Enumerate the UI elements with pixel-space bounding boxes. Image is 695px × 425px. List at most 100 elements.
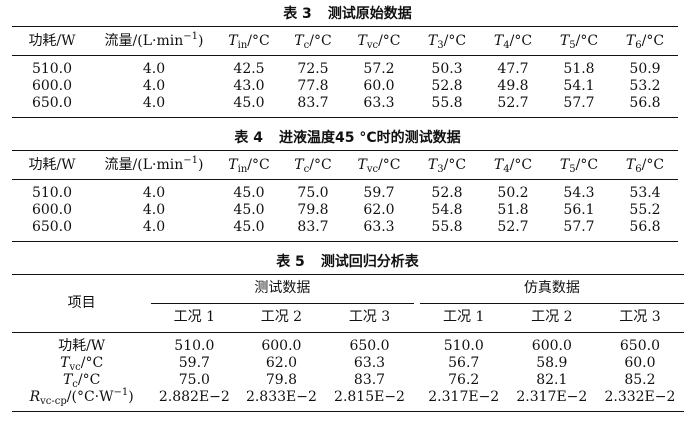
table-cell: 600.0 [531, 337, 572, 354]
header-tin: Tin/°C [228, 32, 270, 51]
header-flow: 流量/(L·min−1) [104, 154, 204, 173]
table-cell: 77.8 [297, 78, 329, 94]
header-tc: Tc/°C [294, 156, 332, 175]
table5: 项目 测试数据 仿真数据 工况 1 工况 2 工况 3 工况 1 工况 2 工况… [12, 274, 684, 412]
table-cell: 83.7 [353, 371, 386, 388]
table-cell: 52.7 [497, 219, 529, 235]
table4-caption-number: 表 4 [234, 130, 263, 146]
table-row: 510.0 4.0 45.0 75.0 59.7 52.8 50.2 54.3 … [12, 180, 678, 203]
table-cell: 650.0 [31, 95, 73, 111]
table5-caption-text: 测试回归分析表 [320, 254, 419, 270]
header-condition: 工况 3 [348, 309, 391, 325]
table-row: Rvc-cp/(°C·W−1) 2.882E−2 2.833E−2 2.815E… [12, 386, 684, 411]
table-cell: 62.0 [265, 354, 297, 371]
table-cell: 56.7 [448, 354, 480, 371]
table-cell: 2.317E−2 [516, 388, 588, 405]
table4-caption-text: 进液温度45 °C时的测试数据 [278, 130, 461, 146]
table3: 功耗/W 流量/(L·min−1) Tin/°C Tc/°C Tvc/°C T3… [12, 26, 678, 118]
table-cell: 52.8 [431, 185, 463, 201]
table-cell: 4.0 [142, 61, 166, 77]
header-t4: T4/°C [493, 32, 533, 51]
table-cell: 2.317E−2 [428, 388, 500, 405]
table-cell: 4.0 [142, 202, 166, 218]
header-tin: Tin/°C [228, 156, 270, 175]
table-cell: 4.0 [142, 95, 166, 111]
table-cell: 76.2 [448, 371, 480, 388]
header-condition: 工况 1 [443, 309, 485, 325]
table-cell: 42.5 [233, 61, 265, 77]
table-cell: 75.0 [297, 185, 329, 201]
table3-caption-number: 表 3 [283, 6, 312, 22]
table-cell: 59.7 [363, 185, 395, 201]
table-cell: 83.7 [297, 95, 329, 111]
table-cell: 82.1 [536, 371, 568, 388]
table-cell: 650.0 [619, 337, 660, 354]
table-cell: 54.8 [431, 202, 463, 218]
table-cell: 57.2 [363, 61, 395, 77]
table-cell: 4.0 [142, 219, 166, 235]
table4-caption: 表 4 进液温度45 °C时的测试数据 [0, 130, 695, 146]
header-group-test: 测试数据 [151, 274, 414, 304]
table-cell: 58.9 [536, 354, 568, 371]
table-row: Tc/°C 75.0 79.8 83.7 76.2 82.1 85.2 [12, 371, 684, 390]
header-t5: T5/°C [559, 32, 599, 51]
table4-header-row: 功耗/W 流量/(L·min−1) Tin/°C Tc/°C Tvc/°C T3… [12, 150, 678, 180]
header-flow: 流量/(L·min−1) [104, 30, 204, 49]
header-condition: 工况 2 [260, 309, 303, 325]
table-cell: 600.0 [261, 337, 302, 354]
row-label-r: Rvc-cp/(°C·W−1) [29, 386, 134, 407]
table-cell: 50.9 [629, 61, 661, 77]
table-cell: 510.0 [443, 337, 484, 354]
table4: 功耗/W 流量/(L·min−1) Tin/°C Tc/°C Tvc/°C T3… [12, 150, 678, 242]
table-row: 600.0 4.0 43.0 77.8 60.0 52.8 49.8 54.1 … [12, 78, 678, 95]
table-cell: 60.0 [624, 354, 656, 371]
table-cell: 600.0 [31, 78, 73, 94]
table-cell: 45.0 [233, 95, 265, 111]
table-cell: 83.7 [297, 219, 329, 235]
table-cell: 510.0 [174, 337, 215, 354]
table5-caption: 表 5 测试回归分析表 [0, 254, 695, 270]
table-cell: 4.0 [142, 78, 166, 94]
header-condition: 工况 2 [531, 309, 573, 325]
row-label-tvc: Tvc/°C [60, 354, 104, 373]
table3-header-row: 功耗/W 流量/(L·min−1) Tin/°C Tc/°C Tvc/°C T3… [12, 26, 678, 56]
header-t6: T6/°C [625, 32, 665, 51]
table-cell: 54.1 [563, 78, 595, 94]
table-cell: 57.7 [563, 219, 595, 235]
table5-conditions-row: 工况 1 工况 2 工况 3 工况 1 工况 2 工况 3 [12, 303, 684, 332]
table-cell: 53.2 [629, 78, 661, 94]
table-cell: 650.0 [31, 219, 73, 235]
table-cell: 47.7 [497, 61, 529, 77]
watermark [555, 376, 665, 394]
table-cell: 75.0 [178, 371, 210, 388]
table-cell: 79.8 [265, 371, 297, 388]
table5-group-row: 项目 测试数据 仿真数据 [12, 274, 684, 333]
table-cell: 2.833E−2 [245, 388, 317, 405]
table-cell: 56.8 [629, 95, 661, 111]
table-cell: 62.0 [363, 202, 395, 218]
table-row: 650.0 4.0 45.0 83.7 63.3 55.8 52.7 57.7 … [12, 95, 678, 118]
header-tc: Tc/°C [294, 32, 332, 51]
table-cell: 600.0 [31, 202, 73, 218]
table-cell: 2.332E−2 [604, 388, 676, 405]
table-cell: 510.0 [31, 61, 73, 77]
row-label-tc: Tc/°C [62, 371, 101, 390]
table-row: 510.0 4.0 42.5 72.5 57.2 50.3 47.7 51.8 … [12, 56, 678, 79]
table-cell: 63.3 [353, 354, 386, 371]
header-group-sim: 仿真数据 [419, 274, 684, 304]
table-row: Tvc/°C 59.7 62.0 63.3 56.7 58.9 60.0 [12, 354, 684, 373]
header-t3: T3/°C [427, 156, 467, 175]
table-cell: 510.0 [31, 185, 73, 201]
table-cell: 50.2 [497, 185, 529, 201]
table-cell: 54.3 [563, 185, 595, 201]
header-t3: T3/°C [427, 32, 467, 51]
table-cell: 52.7 [497, 95, 529, 111]
table-cell: 57.7 [563, 95, 595, 111]
table3-caption: 表 3 测试原始数据 [0, 6, 695, 22]
table-cell: 2.815E−2 [334, 388, 405, 405]
table-cell: 52.8 [431, 78, 463, 94]
table-cell: 650.0 [349, 337, 390, 354]
table5-caption-number: 表 5 [276, 254, 305, 270]
header-t6: T6/°C [625, 156, 665, 175]
table-cell: 55.8 [431, 219, 463, 235]
